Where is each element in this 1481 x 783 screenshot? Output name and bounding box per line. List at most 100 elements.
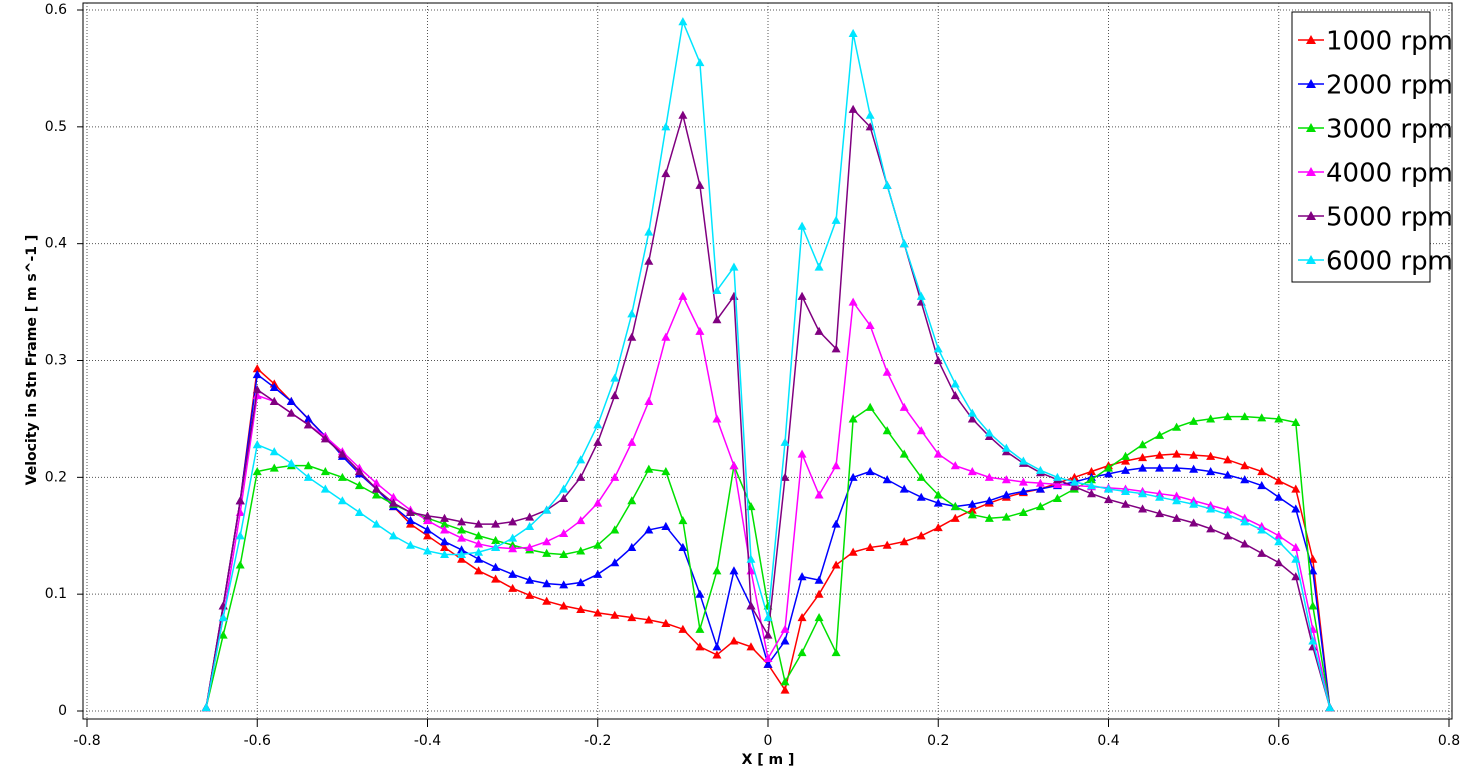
data-point	[1223, 510, 1233, 519]
data-point	[729, 461, 739, 470]
data-point	[1291, 504, 1301, 513]
data-point	[848, 28, 858, 37]
data-point	[576, 516, 586, 525]
legend-marker	[1306, 211, 1316, 220]
data-point	[1206, 524, 1216, 533]
data-point	[899, 402, 909, 411]
data-point	[1172, 449, 1182, 458]
data-point	[899, 484, 909, 493]
data-point	[371, 478, 381, 487]
y-tick-label: 0.3	[45, 353, 67, 369]
data-point	[1172, 513, 1182, 522]
data-point	[303, 461, 313, 470]
data-point	[967, 505, 977, 514]
data-point	[354, 507, 364, 516]
data-point	[763, 613, 773, 622]
data-point	[1274, 492, 1284, 501]
data-point	[610, 558, 620, 567]
data-point	[252, 391, 262, 400]
data-point	[610, 373, 620, 382]
data-point	[286, 396, 296, 405]
data-point	[1223, 455, 1233, 464]
data-point	[780, 624, 790, 633]
data-point	[933, 449, 943, 458]
legend-marker	[1306, 35, 1316, 44]
data-point	[337, 449, 347, 458]
legend-marker	[1306, 79, 1316, 88]
data-point	[1018, 477, 1028, 486]
data-point	[644, 615, 654, 624]
data-point	[593, 540, 603, 549]
data-point	[440, 525, 450, 534]
data-point	[491, 542, 501, 552]
data-point	[610, 610, 620, 619]
data-point	[1189, 416, 1199, 425]
data-point	[320, 466, 330, 476]
data-point	[1274, 531, 1284, 540]
data-point	[252, 440, 262, 449]
data-point	[831, 519, 841, 528]
data-point	[678, 110, 688, 119]
data-point	[1206, 504, 1216, 513]
data-point	[865, 402, 875, 411]
data-point	[644, 396, 654, 405]
data-point	[882, 367, 892, 376]
data-point	[661, 122, 671, 131]
data-point	[661, 618, 671, 627]
data-point	[405, 540, 415, 549]
data-point	[797, 613, 807, 622]
data-point	[712, 566, 722, 575]
data-point	[388, 498, 398, 507]
data-point	[916, 531, 926, 540]
data-point	[627, 437, 637, 446]
data-point	[865, 122, 875, 131]
x-tick-label: -0.6	[244, 733, 271, 749]
data-point	[1223, 505, 1233, 514]
data-point	[865, 466, 875, 476]
data-point	[491, 574, 501, 583]
x-tick-label: -0.8	[73, 733, 100, 749]
data-point	[508, 544, 518, 553]
data-point	[1052, 472, 1062, 481]
data-point	[593, 498, 603, 507]
data-point	[1138, 463, 1148, 472]
data-point	[797, 221, 807, 230]
x-tick-label: 0	[764, 733, 773, 749]
data-point	[678, 624, 688, 633]
data-point	[1121, 465, 1131, 474]
data-point	[1291, 417, 1301, 427]
data-point	[848, 104, 858, 113]
data-point	[1104, 484, 1113, 493]
data-point	[814, 589, 824, 598]
data-point	[814, 575, 824, 584]
data-point	[235, 560, 245, 569]
legend-label: 5000 rpm	[1326, 203, 1453, 233]
data-point	[559, 601, 569, 610]
data-point	[252, 370, 262, 379]
data-point	[627, 613, 637, 622]
data-point	[1257, 466, 1267, 476]
data-point	[848, 472, 858, 481]
data-point	[882, 540, 892, 549]
data-point	[525, 542, 535, 552]
data-point	[1308, 601, 1318, 610]
data-point	[1086, 489, 1096, 498]
data-point	[440, 513, 450, 522]
data-point	[457, 554, 467, 563]
data-point	[1240, 461, 1250, 470]
data-point	[320, 484, 330, 493]
data-point	[423, 525, 432, 534]
data-point	[780, 685, 790, 694]
data-point	[780, 472, 790, 481]
data-point	[984, 428, 994, 437]
data-point	[712, 414, 722, 423]
data-point	[610, 391, 620, 400]
data-point	[1104, 463, 1113, 472]
data-point	[269, 382, 279, 391]
y-tick-label: 0	[58, 703, 67, 719]
data-point	[831, 344, 841, 353]
data-point	[1121, 456, 1131, 465]
data-point	[354, 481, 364, 490]
data-point	[286, 458, 296, 467]
